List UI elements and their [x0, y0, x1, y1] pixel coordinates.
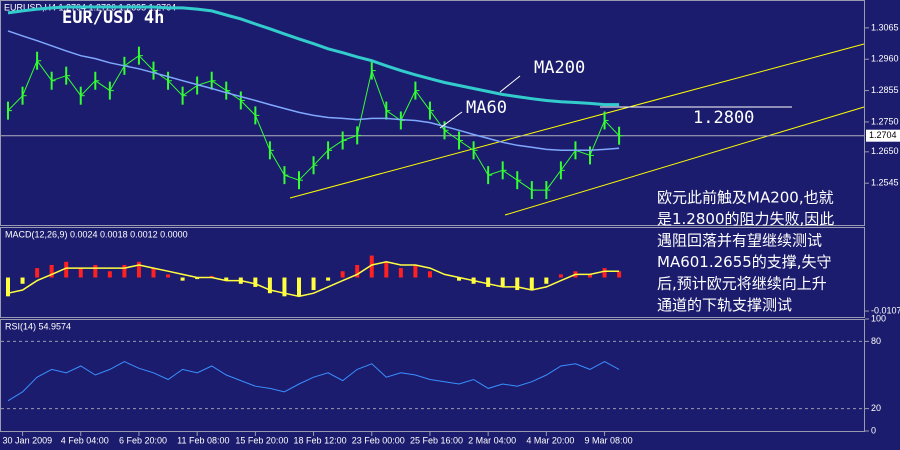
- macd-title: MACD(12,26,9) 0.0024 0.0018 0.0012 0.000…: [5, 229, 188, 239]
- last-price-label: 1.2704: [869, 130, 897, 140]
- macd-bar: [282, 277, 287, 297]
- y-tick-label: -0.0107: [871, 305, 900, 315]
- macd-bar: [398, 268, 403, 278]
- macd-bar: [529, 277, 534, 291]
- x-tick-label: 23 Feb 00:00: [352, 435, 405, 445]
- rsi-title: RSI(14) 54.9574: [5, 321, 71, 331]
- price-line: [7, 55, 620, 191]
- macd-bar: [122, 264, 127, 278]
- macd-bar: [166, 274, 171, 278]
- panel-frames: [0, 0, 865, 432]
- ma60-pointer: [439, 111, 463, 129]
- y-tick-label: 20: [871, 403, 881, 413]
- macd-bar: [20, 277, 25, 284]
- macd-bar: [515, 277, 520, 291]
- resistance-label: 1.2800: [693, 108, 754, 128]
- macd-bar: [209, 275, 214, 278]
- macd-bar: [588, 274, 592, 278]
- macd-bar: [151, 268, 156, 278]
- ma200-label: MA200: [534, 58, 585, 78]
- ma200-line: [7, 5, 620, 107]
- x-tick-label: 25 Feb 16:00: [410, 435, 463, 445]
- macd-bar: [253, 277, 258, 287]
- macd-bar: [369, 255, 374, 278]
- macd-bar: [617, 271, 622, 278]
- chart-title: EUR/USD 4h: [62, 8, 164, 28]
- macd-bar: [78, 268, 83, 278]
- rsi-panel: [0, 319, 865, 432]
- note-line: 欧元此前触及MA200,也就: [657, 189, 834, 207]
- macd-bar: [384, 261, 389, 278]
- ma200-pointer: [499, 75, 521, 93]
- macd-bar: [355, 264, 360, 278]
- price-panel: [0, 0, 865, 226]
- macd-bar: [35, 268, 40, 278]
- x-tick-label: 4 Feb 04:00: [61, 435, 109, 445]
- y-tick-label: 0: [871, 425, 876, 435]
- x-tick-label: 30 Jan 2009: [3, 435, 53, 445]
- macd-bar: [500, 277, 505, 287]
- ma60-line: [7, 30, 620, 152]
- macd-signal: [7, 261, 620, 298]
- macd-bar: [326, 277, 331, 281]
- x-tick-label: 6 Feb 20:00: [119, 435, 167, 445]
- macd-bar: [6, 277, 10, 297]
- x-tick-label: 11 Feb 08:00: [177, 435, 229, 445]
- x-tick-label: 2 Mar 04:00: [468, 435, 516, 445]
- y-tick-label: 1.2545: [871, 178, 899, 188]
- note-line: MA601.2655的支撑,失守: [657, 253, 832, 271]
- rsi-line: [7, 361, 620, 402]
- macd-bar: [93, 264, 98, 278]
- y-tick-label: 100: [871, 313, 886, 323]
- macd-bar: [49, 264, 54, 278]
- channel-lower: [504, 106, 865, 216]
- macd-bar: [180, 277, 185, 281]
- note-line: 后,预计欧元将继续向上升: [657, 275, 827, 293]
- macd-bar: [195, 277, 200, 280]
- macd-bar: [297, 277, 301, 297]
- macd-bar: [457, 277, 462, 281]
- channel: [289, 43, 865, 216]
- macd-bar: [558, 274, 563, 278]
- macd-panel: [0, 227, 865, 318]
- ma60-label: MA60: [466, 98, 507, 118]
- macd-bar: [64, 261, 69, 278]
- x-tick-label: 18 Feb 12:00: [294, 435, 347, 445]
- note-line: 通道的下轨支撑测试: [657, 296, 792, 314]
- macd-bar: [340, 271, 345, 278]
- macd-bar: [413, 264, 418, 278]
- y-tick-label: 1.2960: [871, 54, 899, 64]
- y-tick-label: 80: [871, 336, 881, 346]
- macd-bar: [224, 277, 229, 281]
- x-tick-label: 9 Mar 08:00: [585, 435, 633, 445]
- last-price-box: [866, 129, 900, 142]
- macd-bar: [311, 277, 316, 291]
- y-tick-label: 1.3065: [871, 22, 899, 32]
- note-line: 遇阻回落并有望继续测试: [657, 232, 822, 250]
- y-tick-label: 1.2855: [871, 85, 899, 95]
- macd-bar: [486, 277, 491, 287]
- note-line: 是1.2800的阻力失败,因此: [657, 210, 834, 228]
- macd-bar: [602, 268, 607, 278]
- x-tick-label: 4 Mar 20:00: [526, 435, 574, 445]
- macd-bar: [544, 277, 549, 284]
- macd-bar: [267, 277, 272, 294]
- y-tick-label: 1.2750: [871, 116, 899, 126]
- macd-bar: [107, 271, 112, 278]
- channel-upper: [289, 43, 865, 199]
- macd-bar: [136, 261, 141, 278]
- y-tick-label: 1.2650: [871, 146, 899, 156]
- x-tick-label: 15 Feb 20:00: [235, 435, 288, 445]
- macd-bar: [427, 271, 432, 278]
